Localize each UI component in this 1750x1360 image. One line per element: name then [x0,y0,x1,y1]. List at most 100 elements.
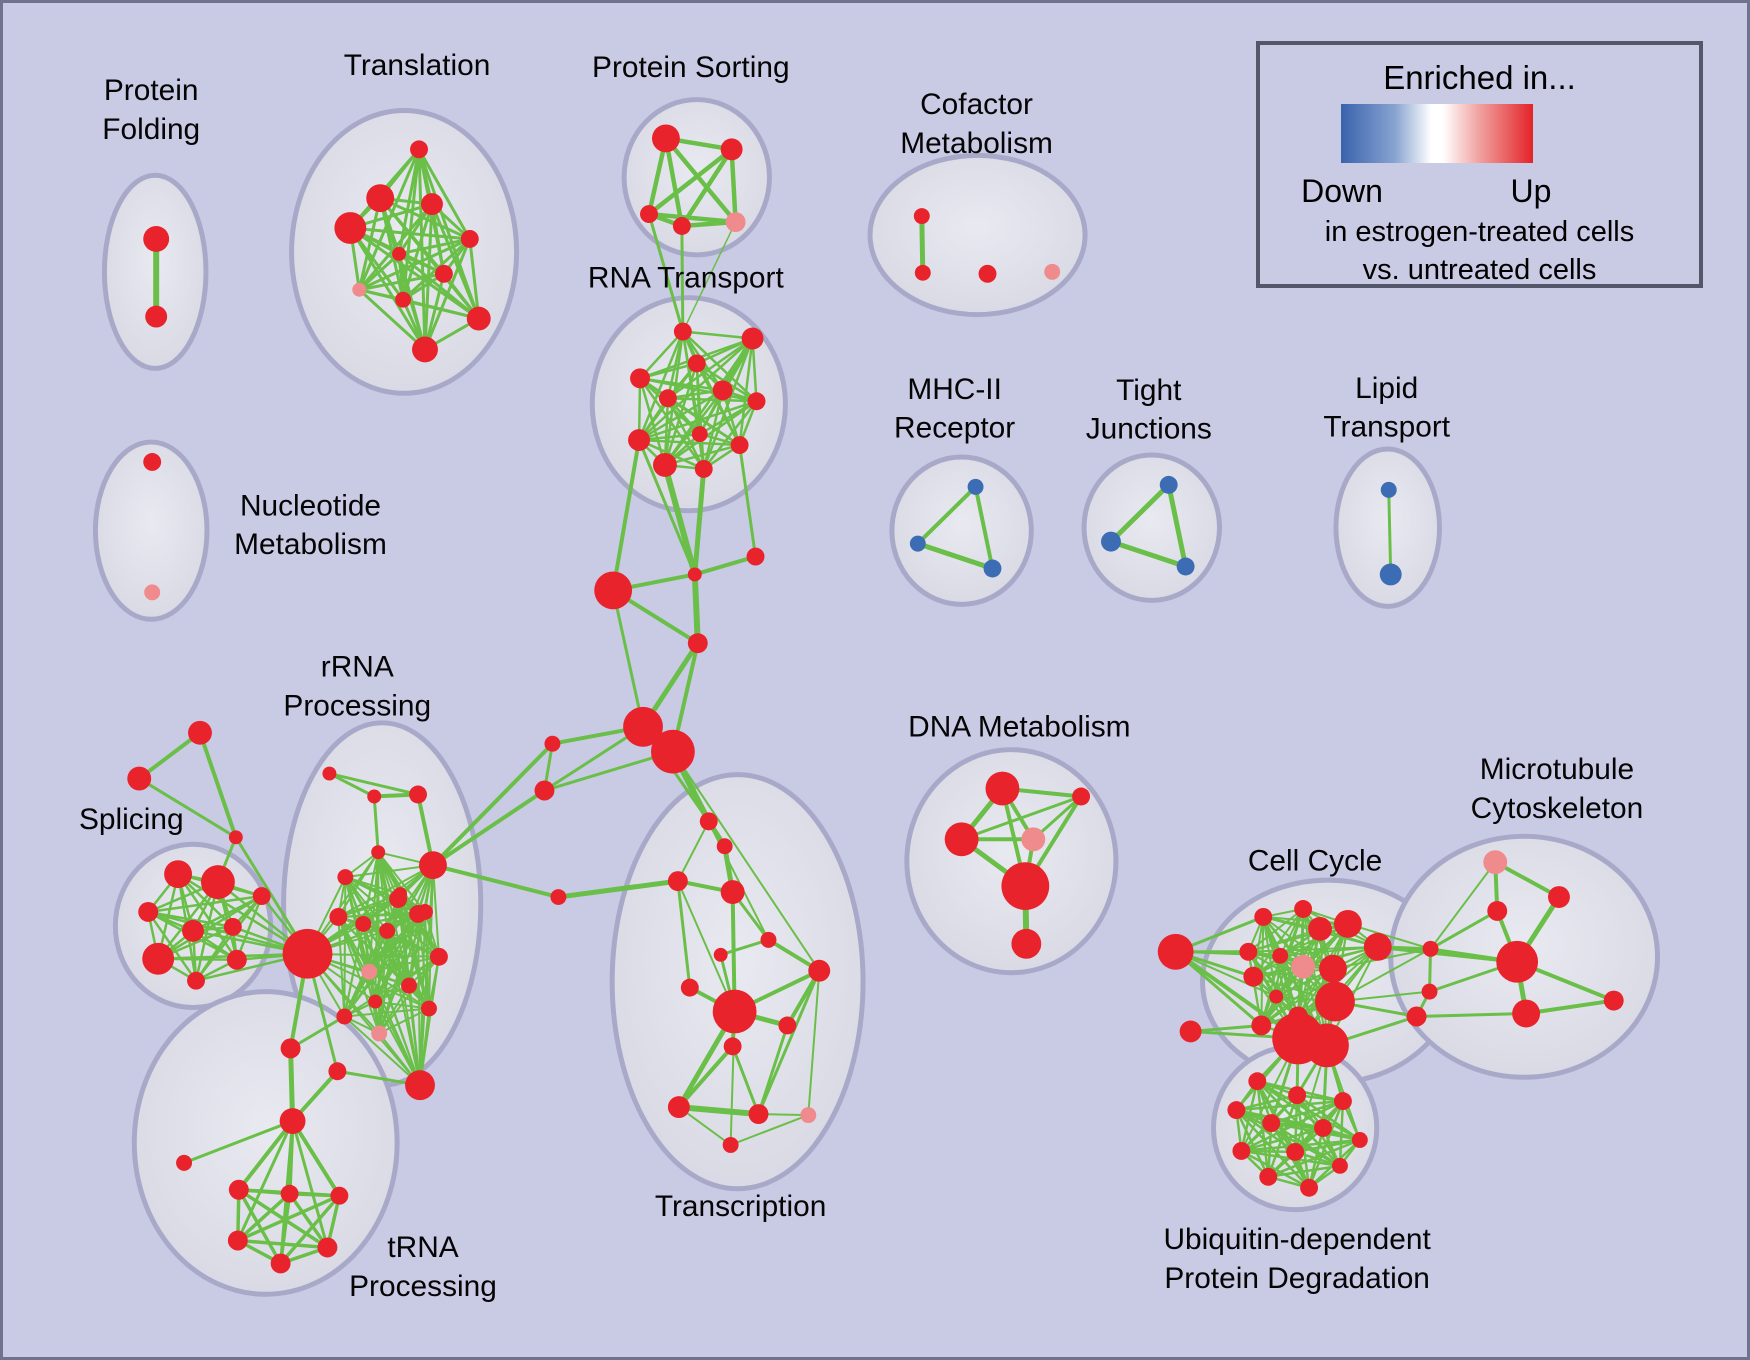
node-mh1 [967,478,984,495]
node-rt12 [694,459,713,478]
node-ub2 [1288,1086,1307,1105]
cluster-label-splicing: Splicing [79,803,184,836]
edge-tr7-tr8 [357,272,446,292]
node-rr20 [371,1025,388,1042]
node-t7 [713,947,728,962]
edge-sp1-sp9 [176,872,239,962]
cluster-bubble-trna-processing [131,989,400,1297]
node-rt4 [630,368,650,389]
node-h1 [623,706,663,747]
node-d1 [280,1038,301,1059]
node-sp7 [142,942,175,975]
edge-d3-tn4 [290,1119,342,1198]
edge-rr17-rr20 [378,955,440,1035]
node-c4 [687,633,708,654]
node-tr5 [460,229,479,248]
cluster-label-cofactor-metabolism: Cofactor [920,88,1033,121]
edge-t6-t14 [807,969,821,1117]
edge-rt7-rt8 [637,399,758,442]
node-d3 [279,1108,306,1134]
edge-rr5-rr19 [343,876,347,1018]
edge-rt1-rt4 [638,330,685,380]
node-t2 [716,838,733,855]
legend-up-label: Up [1510,173,1552,209]
node-cc1 [1157,933,1194,970]
node-mt4 [1422,940,1439,957]
node-rr1 [322,766,337,781]
node-rt6 [658,389,677,408]
legend-caption-line2: vs. untreated cells [1362,254,1597,286]
node-cc11 [1243,966,1264,987]
edge-ps3-ps5 [646,211,738,225]
edge-rt2-rt11 [663,337,754,467]
node-lt2 [1379,563,1402,586]
node-mt2 [1548,886,1570,908]
edge-mt3-mt4 [1429,909,1499,951]
cluster-label-cell-cycle: Cell Cycle [1248,845,1382,878]
node-dm5 [1001,862,1050,910]
edge-mh2-mh3 [915,541,995,571]
legend-down-label: Down [1301,173,1383,209]
node-t10 [778,1016,797,1035]
node-rt11 [652,453,677,477]
edge-tr2-tr5 [378,196,472,241]
node-rr11 [379,922,396,939]
edge-t5-t7 [719,938,770,957]
edge-rt7-rt12 [702,399,758,471]
node-ub6 [1314,1119,1332,1137]
node-tr4 [334,212,367,244]
node-tj1 [1159,475,1178,494]
edge-tj1-tj3 [1166,482,1189,569]
cluster-label-cofactor-metabolism: Metabolism [900,127,1053,160]
edge-d3-tn1 [182,1119,295,1165]
node-rr4 [371,845,386,860]
edge-rr16-rr21 [408,984,422,1087]
node-sp6 [252,887,271,906]
node-rr21 [405,1070,435,1101]
edge-ub4-ub11 [1235,1108,1270,1179]
edge-c1-c2 [692,554,758,577]
edge-tr5-tr10 [468,237,481,321]
cluster-label-trna-processing: tRNA [387,1231,458,1264]
node-s1 [188,720,212,745]
cluster-bubble-mhc-ii-receptor [889,454,1034,607]
node-mt7 [1406,1006,1427,1027]
cluster-label-translation: Translation [344,49,491,82]
legend: Enriched in... Down Up in estrogen-treat… [1256,41,1703,288]
edge-mt8-mt9 [1524,998,1616,1016]
edge-ub6-ub8 [1240,1126,1325,1153]
edge-ps4-rt1 [680,224,685,334]
edge-ub10-ub11 [1267,1164,1342,1179]
edge-rr12-rr15 [374,893,402,1003]
legend-gradient-bar [1341,104,1533,163]
node-mt8 [1512,999,1541,1028]
edge-k1-t3 [555,878,681,900]
edge-rt2-rt12 [702,337,754,471]
node-rr6 [419,851,447,880]
edge-ps2-ps5 [729,147,738,225]
node-t6 [808,959,831,982]
node-rr5 [337,869,354,886]
edge-rt2-rt10 [738,337,754,447]
edge-tr3-tr8 [357,202,434,292]
edge-cc9-cc14 [1260,967,1334,1027]
node-t12 [667,1096,690,1119]
node-tn4 [330,1186,349,1205]
cluster-bubble-transcription [609,772,866,1192]
edge-rr14-rr21 [368,970,422,1087]
edge-rr19-rr21 [343,1015,422,1087]
node-sp4 [182,919,204,942]
node-tr1 [410,140,428,159]
node-tr8 [352,282,367,297]
edge-rt1-rt8 [637,330,685,442]
node-sp8 [187,971,205,990]
node-rr17 [429,947,448,966]
node-mh2 [909,535,926,552]
node-rt8 [628,429,650,452]
edge-mt7-mt8 [1415,1012,1528,1019]
node-tr3 [421,193,443,216]
node-ps1 [651,124,680,153]
cluster-label-tight-junctions: Junctions [1086,413,1212,446]
edge-t12-t13 [675,1104,762,1118]
node-ps4 [672,217,691,235]
